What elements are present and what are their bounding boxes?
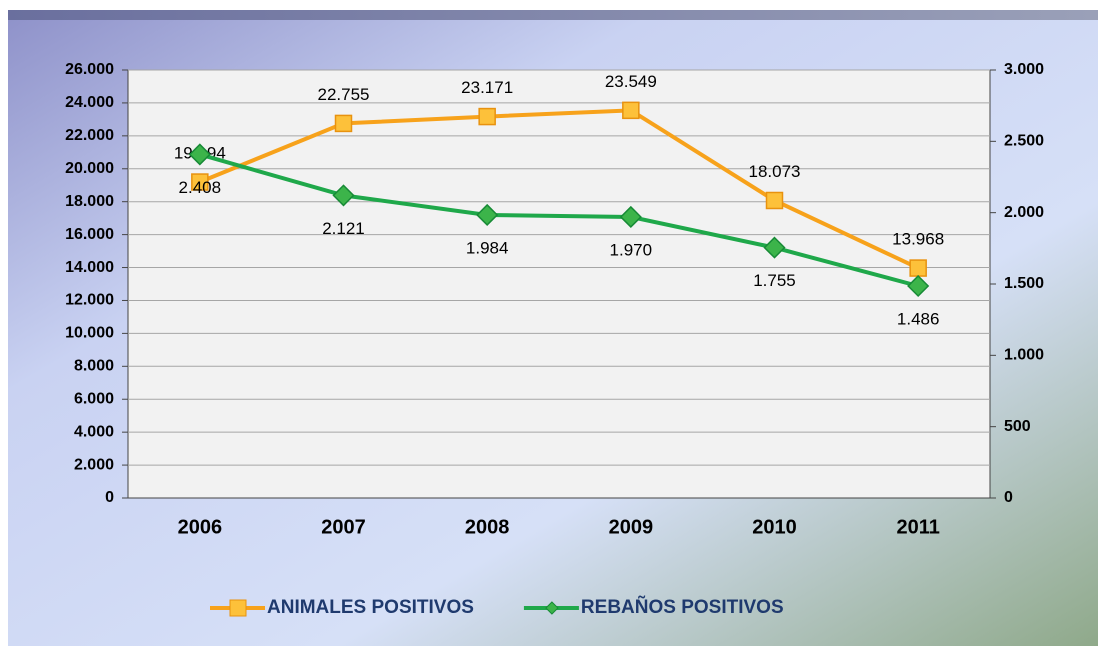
x-tick-label: 2008 (465, 516, 510, 538)
marker (191, 173, 209, 191)
x-tick-label: 2010 (752, 516, 797, 538)
y-tick-label: 20.000 (65, 160, 114, 177)
series-line (199, 108, 920, 270)
marker (907, 274, 930, 298)
data-label: 2.408 (179, 178, 222, 197)
y-tick-label: 8.000 (74, 358, 114, 375)
marker (765, 191, 784, 210)
y-tick-label: 26.000 (65, 61, 114, 78)
y-tick-label: 24.000 (65, 94, 114, 111)
y2-tick-label: 500 (1004, 418, 1031, 435)
x-tick-label: 2006 (178, 516, 223, 538)
plot-area (128, 70, 990, 498)
marker (188, 143, 211, 166)
legend-label: REBAÑOS POSITIVOS (581, 596, 784, 618)
data-label: 1.755 (753, 271, 796, 290)
marker (909, 259, 927, 277)
y-tick-label: 4.000 (74, 423, 114, 440)
y-tick-label: 10.000 (65, 325, 114, 342)
y-tick-label: 0 (105, 489, 114, 506)
marker (334, 114, 353, 133)
y-tick-label: 16.000 (65, 226, 114, 243)
marker (763, 236, 786, 259)
data-label: 1.486 (897, 309, 940, 328)
y2-tick-label: 3.000 (1004, 61, 1044, 78)
y2-tick-label: 2.500 (1004, 133, 1044, 150)
y2-tick-label: 1.500 (1004, 275, 1044, 292)
data-label: 22.755 (318, 85, 370, 104)
y-tick-label: 6.000 (74, 390, 114, 407)
marker (332, 184, 355, 207)
top-bar (8, 10, 1098, 20)
marker (478, 107, 496, 126)
y-tick-label: 22.000 (65, 127, 114, 144)
x-tick-label: 2011 (896, 516, 939, 538)
x-tick-label: 2007 (321, 516, 366, 538)
y-tick-label: 14.000 (65, 259, 114, 276)
legend-marker (229, 599, 247, 617)
data-label: 13.968 (892, 230, 944, 249)
data-label: 1.970 (610, 240, 653, 259)
data-label: 1.984 (466, 238, 509, 257)
legend-marker (545, 601, 559, 615)
data-label: 18.073 (749, 162, 801, 181)
data-label: 2.121 (322, 219, 365, 238)
series-line (199, 152, 919, 288)
y2-tick-label: 2.000 (1004, 204, 1044, 221)
y-tick-label: 12.000 (65, 292, 114, 309)
y2-tick-label: 0 (1004, 489, 1013, 506)
y-tick-label: 18.000 (65, 193, 114, 210)
marker (619, 205, 642, 229)
data-label: 23.171 (461, 78, 513, 97)
marker (476, 203, 499, 227)
y-tick-label: 2.000 (74, 456, 114, 473)
y2-tick-label: 1.000 (1004, 347, 1044, 364)
legend-label: ANIMALES POSITIVOS (267, 597, 474, 618)
marker (622, 101, 640, 120)
data-label: 23.549 (605, 72, 657, 91)
x-tick-label: 2009 (609, 516, 654, 538)
